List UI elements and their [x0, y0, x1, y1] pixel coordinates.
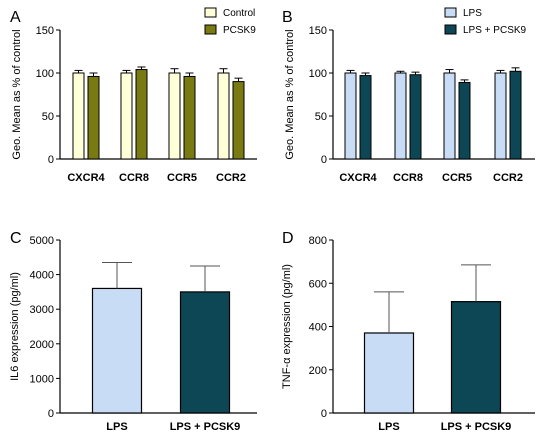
bar	[232, 81, 245, 160]
bar	[509, 70, 522, 160]
bar	[443, 72, 456, 160]
legend-swatch	[204, 24, 217, 35]
chart-panel-a: A 0 50 100 150 Geo. Mean as % of control CXCR4…	[10, 7, 257, 184]
y-tick-label: 150	[36, 25, 54, 37]
category-label: CXCR4	[67, 172, 105, 184]
panel-letter: D	[282, 230, 294, 247]
bar	[494, 72, 507, 160]
bar	[363, 332, 415, 414]
panel-letter: B	[282, 9, 293, 26]
bar	[179, 291, 231, 414]
legend-label: LPS + PCSK9	[463, 25, 527, 36]
y-tick-label: 4000	[30, 270, 54, 282]
bar	[183, 75, 196, 160]
y-axis-label: Geo. Mean as % of control	[11, 29, 23, 159]
category-label: CCR5	[442, 172, 472, 184]
y-axis-label: IL6 expression (pg/ml)	[9, 272, 21, 381]
y-tick-label: 5000	[30, 235, 54, 247]
y-axis-label: Geo. Mean as % of control	[284, 29, 296, 159]
category-label: LPS	[378, 421, 399, 433]
bar	[458, 81, 471, 160]
y-tick-label: 0	[48, 408, 54, 420]
legend-label: Control	[223, 8, 255, 19]
category-label: CXCR4	[339, 172, 377, 184]
category-label: CCR5	[167, 172, 197, 184]
y-tick-label: 0	[321, 408, 327, 420]
legend-label: LPS	[463, 8, 482, 19]
legend-swatch	[444, 24, 457, 35]
bar	[409, 74, 422, 160]
category-label: LPS	[106, 421, 127, 433]
bar	[394, 72, 407, 160]
y-axis-label: TNF-α expression (pg/ml)	[281, 264, 293, 389]
y-tick-label: 600	[309, 278, 327, 290]
y-tick-label: 150	[309, 25, 327, 37]
y-tick-label: 1000	[30, 373, 54, 385]
panel-letter: A	[10, 9, 21, 26]
y-tick-label: 200	[309, 365, 327, 377]
category-label: CCR2	[493, 172, 523, 184]
category-label: LPS + PCSK9	[170, 421, 241, 433]
y-tick-label: 800	[309, 235, 327, 247]
y-tick-label: 3000	[30, 304, 54, 316]
y-tick-label: 400	[309, 322, 327, 334]
panel-letter: C	[10, 230, 22, 247]
y-tick-label: 2000	[30, 339, 54, 351]
bar	[450, 301, 502, 414]
bar	[135, 69, 148, 160]
bar	[217, 72, 230, 160]
chart-panel-b: B 0 50 100 150 Geo. Mean as % of control CXCR4…	[282, 7, 535, 184]
legend-swatch	[204, 7, 217, 18]
bar	[344, 72, 357, 160]
y-tick-label: 0	[321, 154, 327, 166]
bar	[359, 75, 372, 160]
bar	[168, 72, 181, 160]
legend-label: PCSK9	[223, 25, 256, 36]
y-tick-label: 50	[315, 111, 327, 123]
chart-panel-d: D 0 200 400 600 800 TNF-α expression (pg/ml) LP…	[281, 230, 535, 433]
bar	[72, 72, 85, 160]
bar	[87, 75, 100, 160]
legend-swatch	[444, 7, 457, 18]
y-tick-label: 0	[48, 154, 54, 166]
y-tick-label: 100	[36, 68, 54, 80]
bar	[91, 287, 143, 414]
category-label: CCR8	[393, 172, 423, 184]
bar	[120, 72, 133, 160]
y-tick-label: 100	[309, 68, 327, 80]
category-label: CCR8	[119, 172, 149, 184]
category-label: CCR2	[216, 172, 246, 184]
chart-panel-c: C 0 1000 2000 3000 4000 5000 IL6 expression (pg…	[9, 230, 257, 433]
y-tick-label: 50	[42, 111, 54, 123]
category-label: LPS + PCSK9	[441, 421, 512, 433]
